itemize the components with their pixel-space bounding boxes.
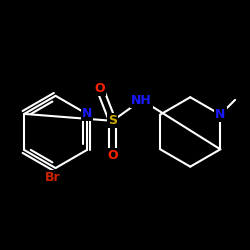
Text: N: N xyxy=(215,108,226,121)
Text: Br: Br xyxy=(45,171,60,184)
Text: NH: NH xyxy=(131,94,152,106)
Text: O: O xyxy=(95,82,105,96)
Text: N: N xyxy=(82,108,92,120)
Text: O: O xyxy=(107,149,118,162)
Text: S: S xyxy=(108,114,117,127)
